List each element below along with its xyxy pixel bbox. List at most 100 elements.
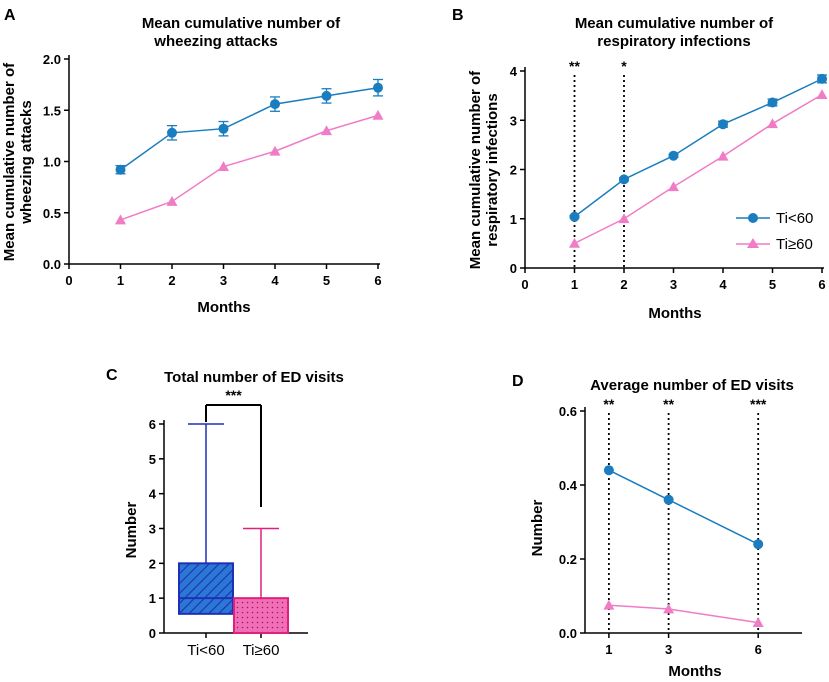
- x-tick-label: 5: [769, 277, 776, 292]
- data-point-ti-ge-60: [663, 603, 675, 614]
- data-point-ti-ge-60: [569, 237, 580, 248]
- y-tick-label: 0.0: [559, 626, 577, 641]
- data-point-ti-ge-60: [218, 161, 229, 172]
- data-point-ti-ge-60: [321, 125, 332, 136]
- x-tick-label: 2: [168, 273, 175, 288]
- data-point-ti-lt-60: [603, 465, 614, 476]
- data-point-ti-ge-60: [752, 617, 764, 628]
- panel-label-d: D: [512, 373, 524, 390]
- significance-label: **: [603, 396, 614, 412]
- panel-a-plot: 0.0 0.5 1.0 1.5 2.0 0 1 2 3 4 5 6: [43, 52, 384, 288]
- x-tick-label: 3: [220, 273, 227, 288]
- y-tick-label: 0: [149, 626, 156, 641]
- panel-d-ylabel: Number: [529, 500, 546, 557]
- x-tick-label: 5: [323, 273, 330, 288]
- y-tick-label: 6: [149, 417, 156, 432]
- panel-d-plot: 0.00.20.40.61 3 6** ** ***: [559, 396, 802, 657]
- data-point-ti-lt-60: [569, 211, 580, 222]
- x-tick-label: 2: [620, 277, 627, 292]
- legend-marker-ti-lt-60: [748, 213, 758, 223]
- panel-b: Mean cumulative number of respiratory in…: [467, 15, 828, 322]
- panel-c-ylabel: Number: [123, 502, 140, 559]
- data-point-ti-ge-60: [603, 599, 615, 610]
- panel-c: Total number of ED visits Number 0 1 2 3 4 5 6…: [123, 369, 344, 659]
- panel-a-title-line2: wheezing attacks: [153, 33, 277, 50]
- y-tick-label: 4: [510, 64, 518, 79]
- data-point-ti-ge-60: [166, 195, 178, 206]
- data-point-ti-ge-60: [816, 89, 828, 100]
- significance-label: **: [663, 396, 674, 412]
- y-tick-label: 0: [510, 261, 517, 276]
- data-point-ti-lt-60: [321, 90, 332, 101]
- x-tick-label: 3: [670, 277, 677, 292]
- data-point-ti-lt-60: [115, 164, 126, 175]
- y-tick-label: 0.0: [43, 257, 61, 272]
- x-tick-label: 1: [605, 642, 612, 657]
- panel-label-b: B: [452, 7, 464, 24]
- data-point-ti-ge-60: [668, 181, 679, 192]
- y-tick-label: 2: [510, 163, 517, 178]
- y-tick-label: 2.0: [43, 52, 61, 67]
- x-tick-label: 0: [65, 273, 72, 288]
- panel-c-plot: 0 1 2 3 4 5 6 Ti<60 Ti≥60 ***: [149, 387, 308, 659]
- panel-b-ylabel-line1: Mean cumulative number of: [467, 70, 484, 269]
- significance-label: *: [621, 58, 627, 74]
- series-line-ti-lt-60: [120, 86, 379, 171]
- panel-d-xlabel: Months: [668, 663, 721, 680]
- data-point-ti-ge-60: [618, 213, 630, 224]
- y-tick-label: 3: [510, 113, 517, 128]
- x-tick-label: 1: [571, 277, 578, 292]
- data-point-ti-ge-60: [372, 109, 384, 120]
- x-tick-label: 1: [117, 273, 124, 288]
- data-point-ti-lt-60: [753, 539, 764, 550]
- x-tick-label: 6: [818, 277, 825, 292]
- panel-d-title: Average number of ED visits: [590, 377, 794, 394]
- x-tick-label: 6: [755, 642, 762, 657]
- y-tick-label: 0.5: [43, 206, 61, 221]
- panel-label-a: A: [4, 7, 16, 24]
- significance-label: ***: [225, 387, 242, 403]
- series-line-ti-ge-60: [574, 93, 823, 245]
- y-tick-label: 0.6: [559, 404, 577, 419]
- y-tick-label: 1.5: [43, 103, 61, 118]
- x-tick-label: 4: [271, 273, 279, 288]
- y-tick-label: 3: [149, 522, 156, 537]
- panel-b-ylabel-line2: respiratory infections: [484, 93, 501, 246]
- y-tick-label: 4: [149, 487, 157, 502]
- series-line-ti-lt-60: [608, 469, 759, 545]
- panel-b-title-line1: Mean cumulative number of: [575, 15, 774, 32]
- data-point-ti-lt-60: [767, 97, 778, 108]
- y-tick-label: 1: [510, 212, 517, 227]
- data-point-ti-lt-60: [663, 494, 674, 505]
- box-ti-ge-60: [233, 597, 289, 635]
- data-point-ti-ge-60: [115, 214, 126, 225]
- panel-c-title: Total number of ED visits: [164, 369, 344, 386]
- panel-a-title-line1: Mean cumulative number of: [142, 15, 341, 32]
- y-tick-label: 0.4: [559, 478, 578, 493]
- x-tick-label: 6: [374, 273, 381, 288]
- significance-label: ***: [750, 396, 767, 412]
- series-line-ti-ge-60: [608, 604, 759, 624]
- data-point-ti-ge-60: [717, 150, 729, 161]
- box-ti-lt-60: [178, 562, 234, 615]
- panel-a-ylabel-line1: Mean cumulative number of: [1, 62, 18, 261]
- panel-b-title-line2: respiratory infections: [597, 33, 750, 50]
- x-tick-label: Ti≥60: [243, 642, 280, 659]
- legend-marker-ti-ge-60: [747, 238, 759, 248]
- data-point-ti-lt-60: [270, 99, 280, 110]
- data-point-ti-lt-60: [167, 127, 177, 138]
- data-point-ti-ge-60: [269, 145, 281, 156]
- y-tick-label: 1: [149, 591, 156, 606]
- data-point-ti-ge-60: [767, 118, 778, 129]
- y-tick-label: 5: [149, 452, 156, 467]
- legend-label-ti-ge-60: Ti≥60: [776, 236, 813, 253]
- panel-a-ylabel-line2: wheezing attacks: [18, 100, 35, 224]
- significance-label: **: [569, 58, 580, 74]
- panel-a: Mean cumulative number of wheezing attac…: [1, 15, 384, 316]
- x-tick-label: 4: [719, 277, 727, 292]
- x-tick-label: Ti<60: [187, 642, 224, 659]
- series-line-ti-lt-60: [574, 78, 823, 218]
- panel-b-xlabel: Months: [648, 305, 701, 322]
- series-line-ti-ge-60: [120, 114, 379, 221]
